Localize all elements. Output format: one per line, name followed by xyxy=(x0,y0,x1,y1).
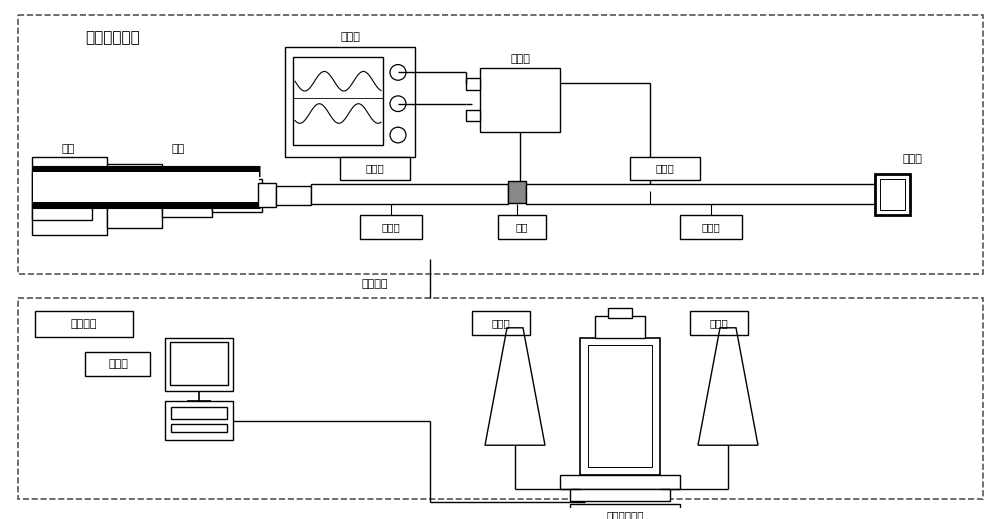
Bar xyxy=(595,316,645,337)
Text: 子弹: 子弹 xyxy=(171,144,185,154)
Bar xyxy=(18,15,983,274)
Bar xyxy=(85,352,150,376)
Text: 信号触发: 信号触发 xyxy=(362,279,388,289)
Text: 摄录系统: 摄录系统 xyxy=(71,319,97,329)
Bar xyxy=(258,183,276,208)
Bar xyxy=(170,343,228,385)
Bar xyxy=(33,172,259,201)
Text: 阵尼器: 阵尼器 xyxy=(902,155,922,165)
Bar xyxy=(875,174,910,215)
Text: 应变片: 应变片 xyxy=(702,222,720,232)
Bar xyxy=(212,179,262,212)
Bar xyxy=(560,474,680,489)
Bar xyxy=(32,171,92,220)
Text: 闪光灯: 闪光灯 xyxy=(492,318,510,328)
Bar xyxy=(171,424,227,431)
Bar xyxy=(570,504,680,519)
Bar xyxy=(162,174,212,217)
Bar xyxy=(18,298,983,499)
Bar xyxy=(880,179,905,210)
Bar xyxy=(107,165,162,228)
Text: 工作台: 工作台 xyxy=(108,359,128,369)
Text: 试件: 试件 xyxy=(516,222,528,232)
Text: 放大器: 放大器 xyxy=(510,53,530,64)
Text: 示波器: 示波器 xyxy=(340,32,360,42)
Text: 超高速摄像机: 超高速摄像机 xyxy=(606,511,644,519)
Bar xyxy=(498,215,546,239)
Text: 气室: 气室 xyxy=(61,144,75,154)
Bar xyxy=(360,215,422,239)
Bar xyxy=(466,110,480,121)
Bar xyxy=(276,186,311,204)
Text: 入射杆: 入射杆 xyxy=(366,163,384,173)
Bar xyxy=(171,407,227,419)
Bar xyxy=(32,157,107,235)
Bar xyxy=(526,184,875,203)
Bar xyxy=(608,308,632,318)
Bar xyxy=(680,215,742,239)
Bar xyxy=(480,69,560,132)
Bar xyxy=(580,337,660,474)
Bar xyxy=(340,157,410,180)
Bar xyxy=(311,184,508,203)
Bar xyxy=(508,181,526,202)
Bar xyxy=(588,346,652,467)
Text: 闪光灯: 闪光灯 xyxy=(710,318,728,328)
Bar xyxy=(35,311,133,337)
Bar xyxy=(293,57,383,145)
Text: 透射杆: 透射杆 xyxy=(656,163,674,173)
Text: 应变片: 应变片 xyxy=(382,222,400,232)
Bar xyxy=(165,401,233,440)
Bar xyxy=(466,78,480,90)
Text: 动态加载系统: 动态加载系统 xyxy=(85,30,140,45)
Bar xyxy=(690,311,748,335)
Bar xyxy=(165,337,233,391)
Bar xyxy=(472,311,530,335)
Bar xyxy=(570,489,670,501)
Bar xyxy=(285,47,415,157)
Bar xyxy=(630,157,700,180)
